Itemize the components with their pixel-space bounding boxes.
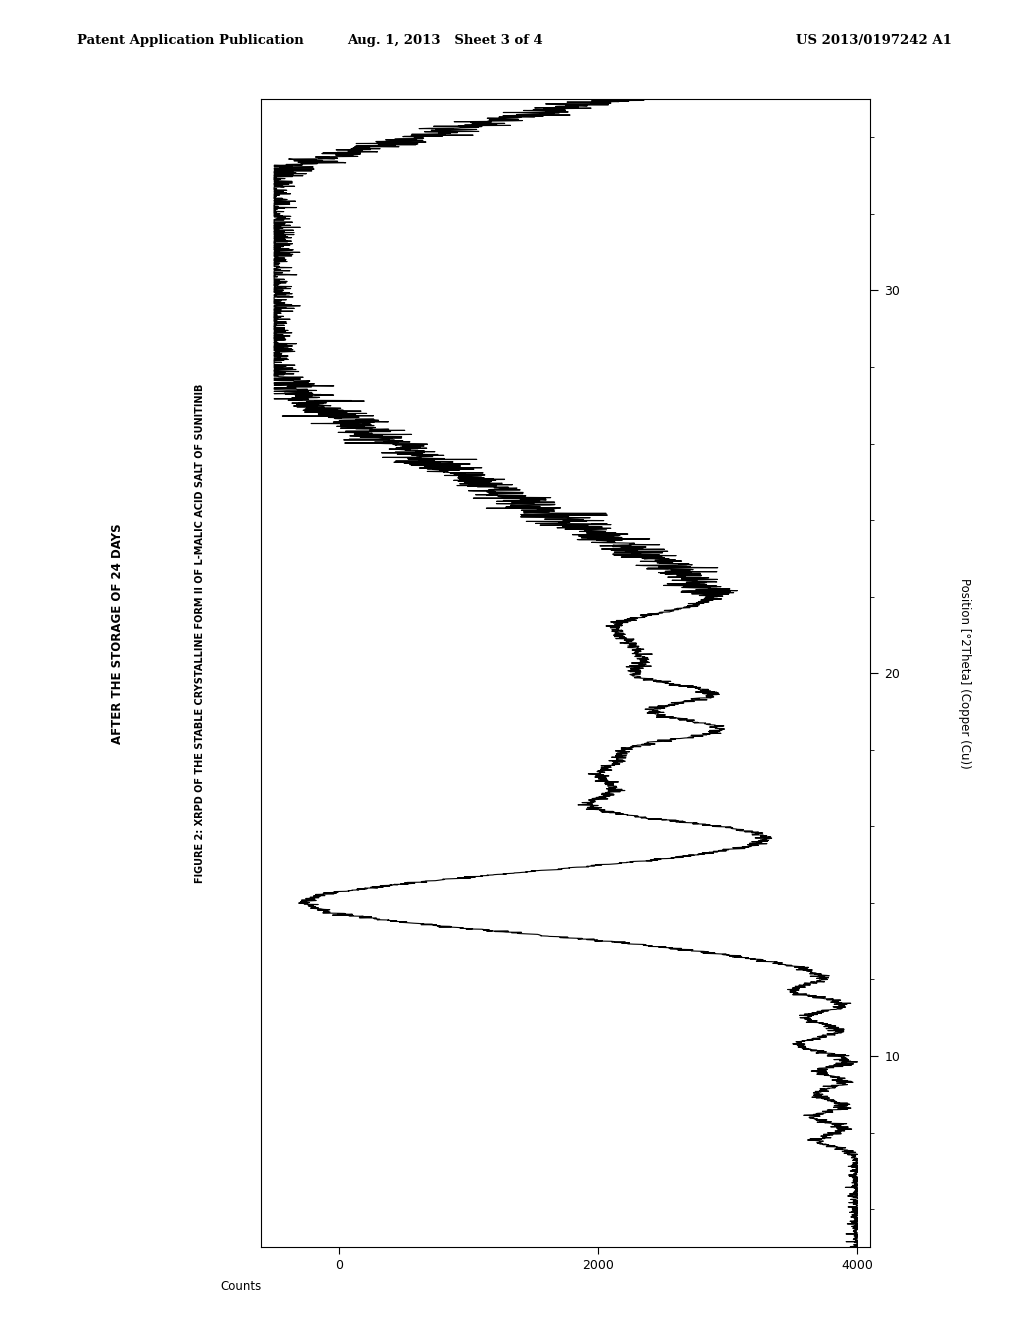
- Text: Counts: Counts: [220, 1280, 261, 1294]
- Y-axis label: Position [°2Theta] (Copper (Cu)): Position [°2Theta] (Copper (Cu)): [958, 578, 972, 768]
- Text: Aug. 1, 2013   Sheet 3 of 4: Aug. 1, 2013 Sheet 3 of 4: [347, 34, 544, 48]
- Text: FIGURE 2: XRPD OF THE STABLE CRYSTALLINE FORM II OF L-MALIC ACID SALT OF SUNITIN: FIGURE 2: XRPD OF THE STABLE CRYSTALLINE…: [195, 384, 205, 883]
- Text: US 2013/0197242 A1: US 2013/0197242 A1: [797, 34, 952, 48]
- Text: Patent Application Publication: Patent Application Publication: [77, 34, 303, 48]
- Text: AFTER THE STORAGE OF 24 DAYS: AFTER THE STORAGE OF 24 DAYS: [112, 523, 124, 744]
